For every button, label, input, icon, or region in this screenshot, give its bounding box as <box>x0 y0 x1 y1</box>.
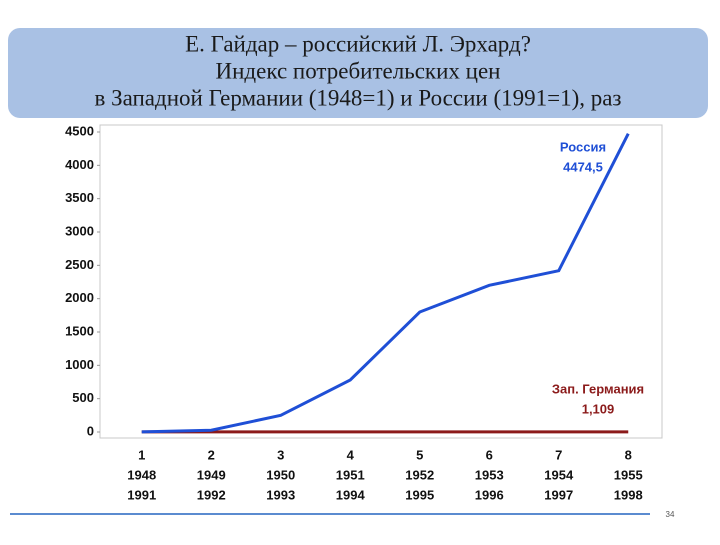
x-tick-label: 7 <box>555 447 562 462</box>
slide-number: 34 <box>666 510 675 519</box>
title-line: в Западной Германии (1948=1) и России (1… <box>94 85 621 110</box>
y-tick-label: 4000 <box>65 157 94 172</box>
x-tick-label: 1996 <box>475 487 504 502</box>
x-tick-label: 1948 <box>127 467 156 482</box>
x-tick-label: 1997 <box>544 487 573 502</box>
x-tick-label: 1949 <box>197 467 226 482</box>
x-tick-label: 1950 <box>266 467 295 482</box>
x-tick-label: 1994 <box>336 487 366 502</box>
x-tick-label: 1998 <box>614 487 643 502</box>
x-tick-label: 4 <box>347 447 355 462</box>
x-tick-label: 8 <box>625 447 632 462</box>
annotation: Зап. Германия <box>552 381 644 396</box>
y-tick-label: 3000 <box>65 223 94 238</box>
y-tick-label: 3500 <box>65 190 94 205</box>
y-tick-label: 4500 <box>65 123 94 138</box>
x-tick-label: 1954 <box>544 467 574 482</box>
y-tick-label: 2000 <box>65 290 94 305</box>
x-tick-label: 2 <box>208 447 215 462</box>
annotation: Россия <box>560 139 606 154</box>
x-tick-label: 1995 <box>405 487 434 502</box>
annotation-value: 1,109 <box>582 401 615 416</box>
x-tick-label: 1992 <box>197 487 226 502</box>
x-tick-label: 6 <box>486 447 493 462</box>
x-tick-label: 1952 <box>405 467 434 482</box>
x-tick-label: 1991 <box>127 487 156 502</box>
y-tick-label: 500 <box>72 390 94 405</box>
title-line: Индекс потребительских цен <box>216 58 501 83</box>
title-line: Е. Гайдар – российский Л. Эрхард? <box>185 31 531 56</box>
x-tick-label: 1955 <box>614 467 643 482</box>
y-tick-label: 2500 <box>65 257 94 272</box>
annotation-value: 4474,5 <box>563 159 603 174</box>
x-tick-label: 3 <box>277 447 284 462</box>
y-tick-label: 1000 <box>65 357 94 372</box>
x-tick-label: 1951 <box>336 467 365 482</box>
y-tick-label: 1500 <box>65 323 94 338</box>
x-tick-label: 1 <box>138 447 145 462</box>
x-tick-label: 1993 <box>266 487 295 502</box>
x-tick-label: 1953 <box>475 467 504 482</box>
y-tick-label: 0 <box>87 423 94 438</box>
x-tick-label: 5 <box>416 447 423 462</box>
